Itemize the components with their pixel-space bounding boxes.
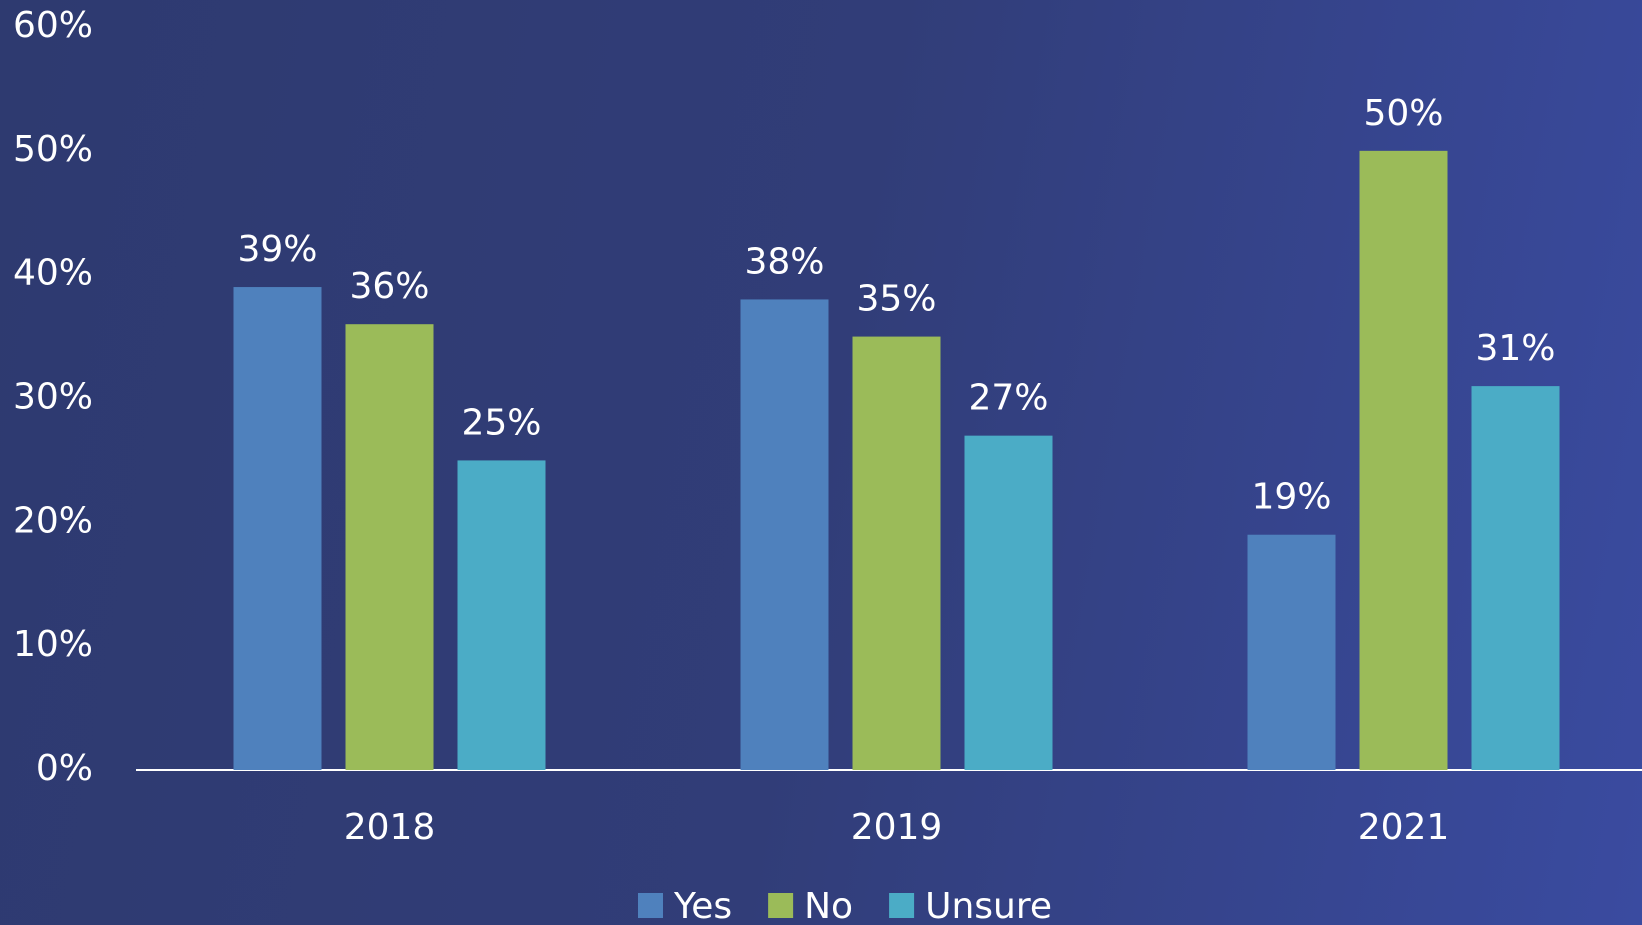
legend-swatch xyxy=(768,893,794,918)
bar xyxy=(345,324,434,770)
bar xyxy=(1359,150,1448,771)
y-tick-label: 50% xyxy=(13,129,93,170)
y-tick-label: 40% xyxy=(13,253,93,294)
data-label: 27% xyxy=(968,378,1048,419)
data-label: 38% xyxy=(744,241,824,282)
y-tick-label: 30% xyxy=(13,377,93,418)
data-label: 19% xyxy=(1251,477,1331,518)
legend-swatch xyxy=(889,893,915,918)
y-tick-label: 10% xyxy=(13,624,93,665)
bar xyxy=(457,460,546,770)
y-tick-label: 60% xyxy=(13,5,93,46)
bar xyxy=(1471,386,1560,770)
x-tick-label: 2021 xyxy=(1358,807,1450,848)
data-label: 36% xyxy=(349,266,429,307)
data-label: 39% xyxy=(237,229,317,270)
legend-label: Unsure xyxy=(925,886,1052,925)
y-tick-label: 20% xyxy=(13,500,93,541)
bar xyxy=(852,336,941,770)
bar xyxy=(233,287,322,770)
legend-label: No xyxy=(804,886,853,925)
bar xyxy=(1247,534,1336,770)
data-label: 35% xyxy=(856,279,936,320)
y-tick-label: 0% xyxy=(36,748,93,789)
x-tick-label: 2019 xyxy=(851,807,943,848)
legend-swatch xyxy=(638,893,663,918)
x-tick-label: 2018 xyxy=(344,807,436,848)
bar xyxy=(964,435,1053,770)
bar xyxy=(740,299,829,770)
legend-label: Yes xyxy=(673,886,732,925)
data-label: 31% xyxy=(1475,328,1555,369)
data-label: 50% xyxy=(1363,93,1443,134)
data-label: 25% xyxy=(461,402,541,443)
